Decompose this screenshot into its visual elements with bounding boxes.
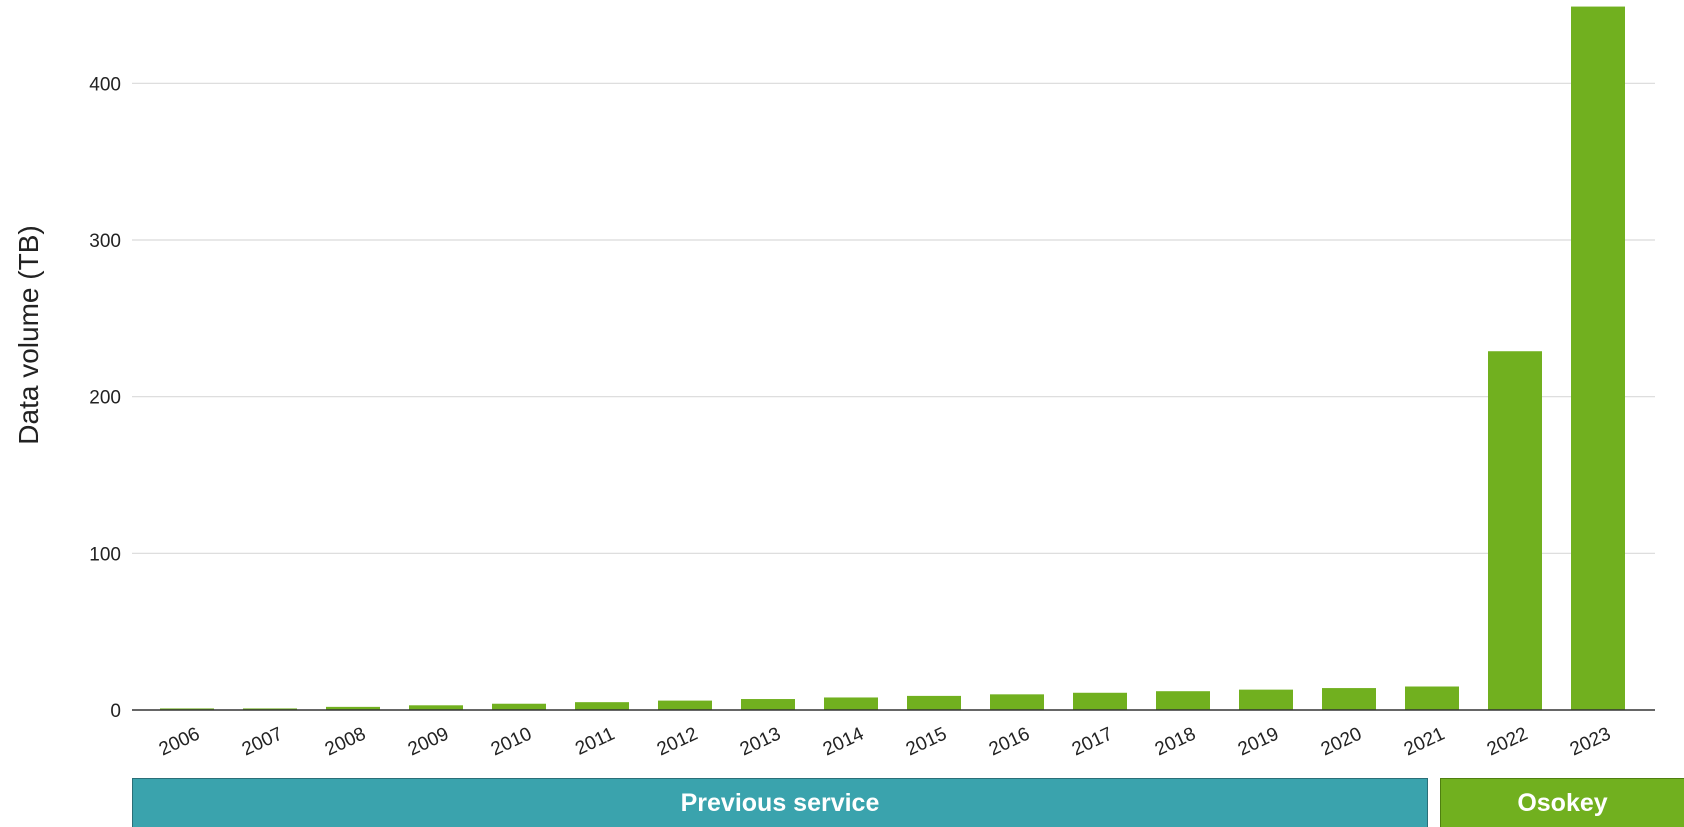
bar-2012 (658, 700, 712, 710)
x-tick-label: 2013 (737, 723, 784, 760)
bar-2014 (824, 697, 878, 710)
x-tick-label: 2009 (405, 723, 452, 760)
x-tick-label: 2021 (1401, 723, 1448, 760)
x-tick-label: 2017 (1069, 723, 1116, 760)
x-tick-label: 2014 (820, 723, 868, 760)
bar-2006 (160, 708, 214, 710)
bar-2020 (1322, 688, 1376, 710)
bar-2007 (243, 708, 297, 710)
bar-2019 (1239, 689, 1293, 710)
bar-2022 (1488, 351, 1542, 710)
bar-series (160, 6, 1625, 711)
bar-2018 (1156, 691, 1210, 710)
x-tick-label: 2008 (322, 723, 369, 760)
x-tick-label: 2010 (488, 723, 535, 760)
x-tick-label: 2007 (239, 723, 286, 760)
bar-2011 (575, 702, 629, 710)
y-tick-label: 400 (89, 74, 121, 95)
x-tick-label: 2015 (903, 723, 950, 760)
y-axis-label: Data volume (TB) (13, 225, 44, 444)
bar-2010 (492, 703, 546, 710)
x-tick-label: 2012 (654, 723, 701, 760)
x-tick-label: 2023 (1567, 723, 1614, 760)
bar-2013 (741, 699, 795, 710)
bar-2008 (326, 706, 380, 710)
band-osokey: Osokey (1440, 778, 1684, 827)
bar-2016 (990, 694, 1044, 710)
x-tick-label: 2020 (1318, 723, 1365, 760)
y-tick-label: 200 (89, 388, 121, 409)
x-tick-label: 2022 (1484, 723, 1531, 760)
x-axis-ticks: 2006 2007 2008 2009 2010 2011 2012 2013 2014 2015… (156, 723, 1614, 760)
x-tick-label: 2018 (1152, 723, 1199, 760)
y-tick-label: 0 (110, 701, 121, 722)
bar-2017 (1073, 692, 1127, 710)
bar-2009 (409, 705, 463, 710)
gridlines (132, 82, 1655, 554)
x-tick-label: 2016 (986, 723, 1033, 760)
bar-2015 (907, 695, 961, 710)
y-axis-ticks: 0 100 200 300 400 (89, 74, 121, 722)
bar-2023 (1571, 6, 1625, 711)
x-tick-label: 2011 (572, 723, 618, 759)
bar-2021 (1405, 686, 1459, 710)
band-previous-service: Previous service (132, 778, 1428, 827)
y-tick-label: 300 (89, 231, 121, 252)
x-tick-label: 2019 (1235, 723, 1282, 760)
y-tick-label: 100 (89, 544, 121, 565)
x-tick-label: 2006 (156, 723, 203, 760)
